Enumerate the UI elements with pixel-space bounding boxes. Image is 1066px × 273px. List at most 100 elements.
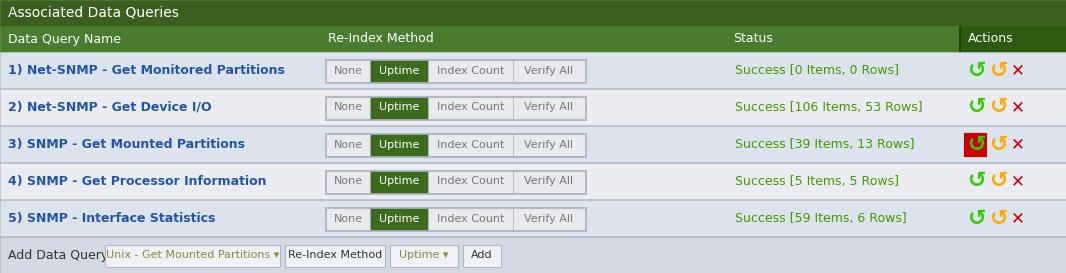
Text: Verify All: Verify All xyxy=(524,140,574,150)
Bar xyxy=(0,126,1066,163)
Bar xyxy=(326,133,370,156)
Text: Uptime: Uptime xyxy=(378,102,419,112)
Bar xyxy=(325,58,586,82)
Bar xyxy=(0,236,1066,237)
Text: Verify All: Verify All xyxy=(524,177,574,186)
Bar xyxy=(326,207,370,230)
Bar xyxy=(0,89,1066,126)
Text: ✕: ✕ xyxy=(1011,99,1024,117)
Bar xyxy=(429,207,513,230)
Bar xyxy=(0,237,1066,273)
Text: Actions: Actions xyxy=(968,32,1014,46)
Bar xyxy=(513,133,585,156)
Bar xyxy=(513,207,585,230)
Bar xyxy=(0,200,1066,237)
Bar xyxy=(960,26,1066,52)
Bar xyxy=(429,96,513,118)
Text: ✕: ✕ xyxy=(1011,173,1024,191)
Text: 4) SNMP - Get Processor Information: 4) SNMP - Get Processor Information xyxy=(9,175,266,188)
Bar xyxy=(390,245,458,266)
Text: 3) SNMP - Get Mounted Partitions: 3) SNMP - Get Mounted Partitions xyxy=(9,138,245,151)
Bar xyxy=(285,245,385,266)
Text: ↺: ↺ xyxy=(967,61,985,81)
Text: ↺: ↺ xyxy=(988,135,1007,155)
Bar xyxy=(370,207,429,230)
Text: Associated Data Queries: Associated Data Queries xyxy=(9,6,179,20)
Text: Re-Index Method: Re-Index Method xyxy=(288,251,382,260)
Text: 2) Net-SNMP - Get Device I/O: 2) Net-SNMP - Get Device I/O xyxy=(9,101,212,114)
Bar xyxy=(325,96,586,120)
Text: Verify All: Verify All xyxy=(524,213,574,224)
Bar xyxy=(325,170,586,194)
Text: 1) Net-SNMP - Get Monitored Partitions: 1) Net-SNMP - Get Monitored Partitions xyxy=(9,64,285,77)
Bar xyxy=(513,96,585,118)
Bar xyxy=(0,236,1066,237)
Bar xyxy=(0,0,1066,26)
Text: ↺: ↺ xyxy=(967,97,985,117)
Text: Uptime: Uptime xyxy=(378,177,419,186)
Bar xyxy=(326,60,370,82)
Bar xyxy=(370,171,429,192)
Text: Uptime ▾: Uptime ▾ xyxy=(400,251,449,260)
Bar xyxy=(0,125,1066,126)
Bar xyxy=(0,88,1066,89)
Text: Success [5 Items, 5 Rows]: Success [5 Items, 5 Rows] xyxy=(734,175,899,188)
Bar xyxy=(0,199,1066,200)
Text: Success [106 Items, 53 Rows]: Success [106 Items, 53 Rows] xyxy=(734,101,923,114)
Text: Status: Status xyxy=(733,32,773,46)
Bar xyxy=(965,133,986,156)
Bar xyxy=(429,133,513,156)
Text: Add Data Query: Add Data Query xyxy=(9,249,109,262)
Bar xyxy=(325,132,586,156)
Bar xyxy=(104,245,280,266)
Bar xyxy=(370,96,429,118)
Bar xyxy=(0,162,1066,163)
Text: ↺: ↺ xyxy=(988,97,1007,117)
Bar xyxy=(325,206,586,230)
Text: ✕: ✕ xyxy=(1011,135,1024,153)
Text: Uptime: Uptime xyxy=(378,66,419,76)
Text: Index Count: Index Count xyxy=(437,102,504,112)
Bar xyxy=(0,26,1066,52)
Text: Index Count: Index Count xyxy=(437,66,504,76)
Bar xyxy=(326,96,370,118)
Text: 5) SNMP - Interface Statistics: 5) SNMP - Interface Statistics xyxy=(9,212,215,225)
Text: Data Query Name: Data Query Name xyxy=(9,32,122,46)
Bar xyxy=(429,60,513,82)
Bar xyxy=(463,245,501,266)
Text: None: None xyxy=(334,102,362,112)
Text: Uptime: Uptime xyxy=(378,213,419,224)
Bar xyxy=(0,52,1066,89)
Text: Index Count: Index Count xyxy=(437,213,504,224)
Text: ↺: ↺ xyxy=(988,61,1007,81)
Text: Verify All: Verify All xyxy=(524,102,574,112)
Bar xyxy=(326,171,370,192)
Bar xyxy=(370,60,429,82)
Text: Success [59 Items, 6 Rows]: Success [59 Items, 6 Rows] xyxy=(734,212,907,225)
Text: ↺: ↺ xyxy=(988,209,1007,229)
Bar xyxy=(429,171,513,192)
Text: Verify All: Verify All xyxy=(524,66,574,76)
Text: None: None xyxy=(334,177,362,186)
Text: Add: Add xyxy=(471,251,492,260)
Text: Re-Index Method: Re-Index Method xyxy=(328,32,434,46)
Text: Uptime: Uptime xyxy=(378,140,419,150)
Bar xyxy=(513,60,585,82)
Text: None: None xyxy=(334,213,362,224)
Text: ↺: ↺ xyxy=(967,171,985,191)
Text: Index Count: Index Count xyxy=(437,177,504,186)
Text: ↺: ↺ xyxy=(967,135,985,155)
Text: ↺: ↺ xyxy=(967,209,985,229)
Bar xyxy=(0,163,1066,200)
Text: Unix - Get Mounted Partitions ▾: Unix - Get Mounted Partitions ▾ xyxy=(106,251,279,260)
Bar xyxy=(513,171,585,192)
Text: ↺: ↺ xyxy=(988,171,1007,191)
Text: Success [0 Items, 0 Rows]: Success [0 Items, 0 Rows] xyxy=(734,64,899,77)
Text: None: None xyxy=(334,66,362,76)
Bar xyxy=(370,133,429,156)
Text: ✕: ✕ xyxy=(1011,209,1024,227)
Text: Success [39 Items, 13 Rows]: Success [39 Items, 13 Rows] xyxy=(734,138,915,151)
Text: ✕: ✕ xyxy=(1011,61,1024,79)
Text: Index Count: Index Count xyxy=(437,140,504,150)
Text: None: None xyxy=(334,140,362,150)
